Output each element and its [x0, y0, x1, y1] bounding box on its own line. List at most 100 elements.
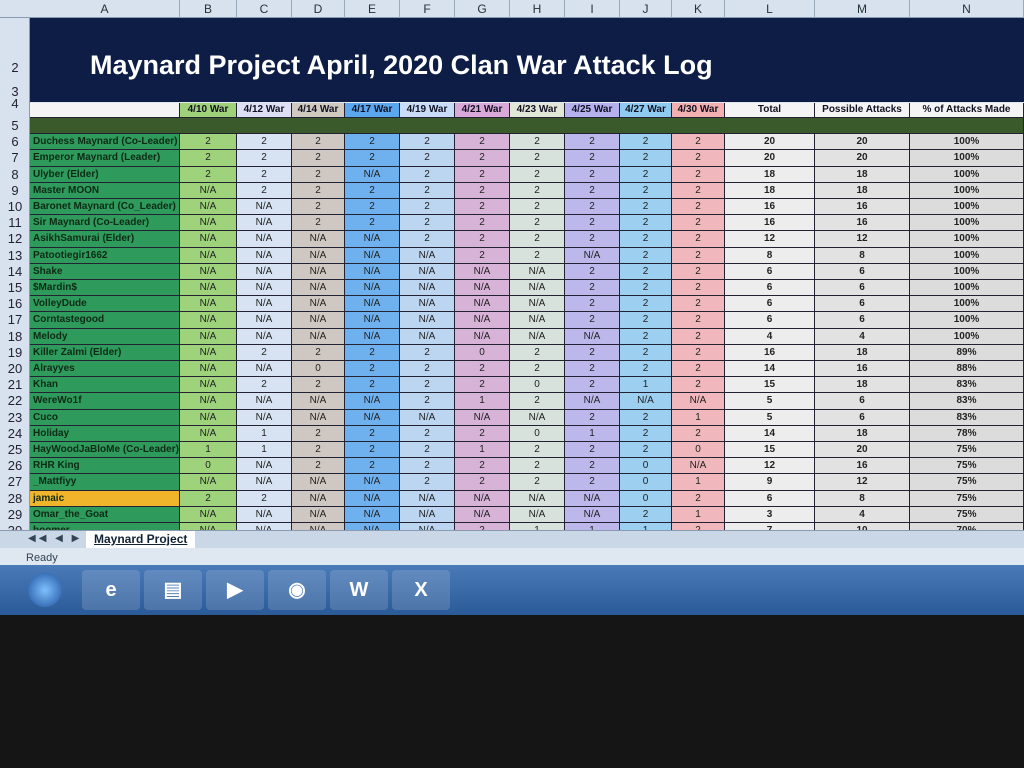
- table-cell[interactable]: N/A: [672, 393, 725, 410]
- player-name[interactable]: jamaic: [30, 490, 180, 507]
- table-cell[interactable]: N/A: [565, 328, 620, 345]
- table-cell[interactable]: 0: [180, 458, 237, 475]
- table-cell[interactable]: N/A: [455, 263, 510, 280]
- word-icon[interactable]: W: [330, 570, 388, 610]
- table-cell[interactable]: N/A: [345, 312, 400, 329]
- table-cell[interactable]: 2: [400, 215, 455, 232]
- table-cell[interactable]: 2: [455, 474, 510, 491]
- table-cell[interactable]: 2: [620, 199, 672, 216]
- table-cell[interactable]: 2: [510, 150, 565, 167]
- table-cell[interactable]: 2: [510, 166, 565, 183]
- column-header-M[interactable]: M: [815, 0, 910, 18]
- table-cell[interactable]: 2: [510, 361, 565, 378]
- table-cell[interactable]: 2: [292, 377, 345, 394]
- table-cell[interactable]: 2: [565, 344, 620, 361]
- table-cell[interactable]: 2: [455, 134, 510, 151]
- table-cell[interactable]: 20: [815, 442, 910, 459]
- table-cell[interactable]: 4: [815, 506, 910, 523]
- table-cell[interactable]: 2: [180, 166, 237, 183]
- table-cell[interactable]: 2: [672, 490, 725, 507]
- table-cell[interactable]: 2: [345, 182, 400, 199]
- table-cell[interactable]: N/A: [180, 506, 237, 523]
- table-cell[interactable]: 2: [455, 361, 510, 378]
- table-cell[interactable]: N/A: [345, 409, 400, 426]
- table-cell[interactable]: 100%: [910, 312, 1024, 329]
- table-cell[interactable]: 2: [400, 134, 455, 151]
- table-cell[interactable]: 4: [815, 328, 910, 345]
- table-cell[interactable]: 0: [455, 344, 510, 361]
- player-name[interactable]: Cuco: [30, 409, 180, 426]
- table-cell[interactable]: N/A: [180, 474, 237, 491]
- table-cell[interactable]: N/A: [292, 231, 345, 248]
- table-cell[interactable]: N/A: [237, 215, 292, 232]
- player-name[interactable]: Patootiegir1662: [30, 247, 180, 264]
- table-cell[interactable]: N/A: [565, 393, 620, 410]
- table-cell[interactable]: 1: [672, 506, 725, 523]
- table-cell[interactable]: 75%: [910, 458, 1024, 475]
- table-cell[interactable]: 2: [510, 474, 565, 491]
- table-cell[interactable]: 2: [400, 182, 455, 199]
- column-header-N[interactable]: N: [910, 0, 1024, 18]
- table-cell[interactable]: 2: [672, 150, 725, 167]
- table-cell[interactable]: 12: [725, 458, 815, 475]
- table-cell[interactable]: 2: [345, 344, 400, 361]
- table-cell[interactable]: 2: [510, 182, 565, 199]
- table-cell[interactable]: 2: [345, 377, 400, 394]
- row-header-11[interactable]: 11: [8, 215, 22, 231]
- table-cell[interactable]: 2: [400, 150, 455, 167]
- table-cell[interactable]: 2: [620, 506, 672, 523]
- row-header-26[interactable]: 26: [7, 458, 23, 474]
- table-cell[interactable]: 2: [292, 182, 345, 199]
- table-cell[interactable]: 9: [725, 474, 815, 491]
- table-cell[interactable]: 6: [815, 312, 910, 329]
- table-cell[interactable]: N/A: [237, 361, 292, 378]
- table-cell[interactable]: 8: [815, 247, 910, 264]
- internet-explorer-icon[interactable]: e: [82, 570, 140, 610]
- row-header-3[interactable]: 3: [11, 84, 19, 99]
- table-cell[interactable]: 2: [565, 474, 620, 491]
- table-cell[interactable]: N/A: [510, 312, 565, 329]
- table-cell[interactable]: 6: [725, 312, 815, 329]
- player-name[interactable]: Baronet Maynard (Co_Leader): [30, 199, 180, 216]
- table-cell[interactable]: N/A: [180, 361, 237, 378]
- table-cell[interactable]: 100%: [910, 199, 1024, 216]
- table-cell[interactable]: N/A: [345, 328, 400, 345]
- table-cell[interactable]: 2: [672, 328, 725, 345]
- row-header-23[interactable]: 23: [7, 409, 23, 425]
- table-cell[interactable]: 2: [620, 442, 672, 459]
- table-cell[interactable]: 2: [565, 296, 620, 313]
- table-cell[interactable]: 2: [510, 247, 565, 264]
- table-cell[interactable]: N/A: [237, 280, 292, 297]
- table-cell[interactable]: 1: [565, 425, 620, 442]
- row-header-10[interactable]: 10: [7, 199, 23, 214]
- player-name[interactable]: Corntastegood: [30, 312, 180, 329]
- table-cell[interactable]: 8: [725, 247, 815, 264]
- table-cell[interactable]: N/A: [400, 263, 455, 280]
- table-cell[interactable]: 2: [620, 361, 672, 378]
- table-cell[interactable]: 15: [725, 442, 815, 459]
- column-header-K[interactable]: K: [672, 0, 725, 18]
- table-cell[interactable]: 2: [400, 458, 455, 475]
- table-cell[interactable]: 100%: [910, 182, 1024, 199]
- player-name[interactable]: Sir Maynard (Co-Leader): [30, 215, 180, 232]
- table-cell[interactable]: N/A: [237, 199, 292, 216]
- table-cell[interactable]: 100%: [910, 263, 1024, 280]
- table-cell[interactable]: N/A: [237, 231, 292, 248]
- player-name[interactable]: VolleyDude: [30, 296, 180, 313]
- table-cell[interactable]: 2: [510, 442, 565, 459]
- table-cell[interactable]: N/A: [400, 328, 455, 345]
- table-cell[interactable]: N/A: [292, 490, 345, 507]
- table-cell[interactable]: 75%: [910, 442, 1024, 459]
- table-cell[interactable]: N/A: [180, 344, 237, 361]
- table-cell[interactable]: 2: [292, 134, 345, 151]
- row-header-16[interactable]: 16: [7, 296, 23, 312]
- table-cell[interactable]: N/A: [237, 263, 292, 280]
- table-cell[interactable]: 2: [345, 361, 400, 378]
- table-cell[interactable]: 18: [815, 377, 910, 394]
- table-cell[interactable]: N/A: [510, 490, 565, 507]
- table-cell[interactable]: 2: [400, 361, 455, 378]
- table-cell[interactable]: N/A: [400, 490, 455, 507]
- table-cell[interactable]: N/A: [400, 296, 455, 313]
- table-cell[interactable]: 2: [180, 150, 237, 167]
- table-cell[interactable]: 18: [725, 166, 815, 183]
